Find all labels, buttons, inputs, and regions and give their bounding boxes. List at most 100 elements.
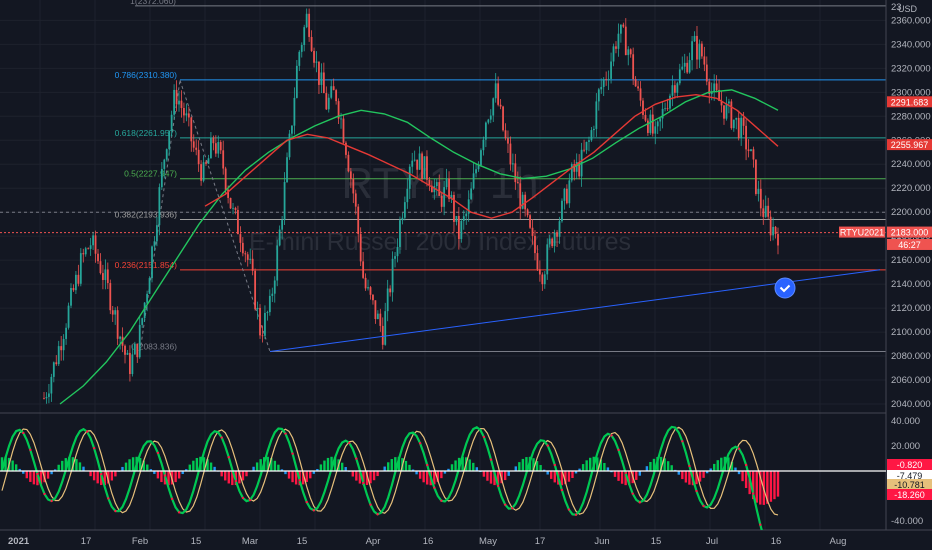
osc-histogram-bar [82, 466, 85, 471]
osc-histogram-bar [415, 471, 418, 475]
candle-body [244, 253, 247, 255]
check-badge-icon[interactable] [774, 277, 796, 299]
osc-bear-dot [114, 509, 117, 513]
osc-histogram-bar [351, 471, 354, 477]
price-tag-box [887, 226, 932, 238]
candle-body [774, 226, 777, 234]
candle-body [453, 194, 455, 222]
osc-histogram-bar [589, 457, 592, 471]
osc-histogram-bar [372, 471, 376, 481]
candle-body [205, 162, 207, 164]
candle-body [335, 90, 338, 102]
osc-bear-dot [163, 474, 167, 477]
candle-body [403, 202, 406, 218]
osc-bear-dot [610, 434, 613, 437]
price-tags: 2291.683 2255.967 RTYU2021 2183.000 46:27 [839, 96, 932, 250]
time-axis[interactable]: 2021 17 Feb 15 Mar 15 Apr 16 May 17 Jun 15 Jul 16 Aug [8, 536, 846, 547]
candle-body [673, 85, 676, 93]
osc-histogram-bar [333, 457, 337, 471]
candle-body [293, 97, 296, 126]
candle-body [325, 93, 328, 110]
osc-histogram-bar [78, 462, 82, 471]
candle-body [303, 27, 306, 45]
candle-body [565, 188, 568, 204]
candle-body [659, 118, 662, 122]
time-tick-label: Apr [366, 536, 381, 547]
osc-tick-label: 20.000 [891, 441, 920, 452]
price-tag-label: 46:27 [898, 240, 921, 250]
candle-body [475, 169, 477, 174]
osc-histogram-bar [4, 456, 7, 471]
osc-histogram-bar [422, 471, 425, 483]
time-tick-label: 17 [535, 536, 546, 547]
fib-level-label: 1(2372.060) [130, 0, 176, 6]
osc-histogram-bar [681, 471, 684, 480]
time-tick-label: 15 [191, 536, 202, 547]
candle-body [600, 86, 603, 90]
osc-histogram-bar [585, 460, 588, 471]
candle-body [575, 161, 578, 172]
osc-histogram-bar [92, 471, 96, 481]
osc-histogram-bar [450, 464, 454, 471]
osc-histogram-bar [25, 471, 29, 479]
osc-histogram-bar [153, 471, 156, 474]
candle-body [119, 336, 122, 339]
candle-body [57, 346, 60, 365]
osc-histogram-bar [160, 471, 163, 483]
time-tick-label: Jun [594, 536, 609, 547]
osc-histogram-bar [305, 471, 308, 482]
candle-body [570, 164, 573, 181]
osc-histogram-bar [539, 465, 542, 471]
candle-body [443, 187, 446, 207]
osc-histogram-bar [39, 471, 43, 485]
candle-body [678, 69, 681, 84]
candle-body [465, 213, 468, 217]
candle-body [94, 235, 97, 254]
osc-histogram-bar [514, 466, 517, 471]
candle-body [104, 269, 107, 281]
osc-histogram-bar [397, 456, 401, 471]
osc-histogram-bar [670, 465, 673, 471]
oscillator-axis[interactable]: 40.000 20.000 -40.000 [891, 416, 923, 527]
osc-bear-dot [355, 457, 358, 460]
candle-body [202, 162, 205, 181]
osc-bear-dot [177, 511, 181, 514]
osc-bear-dot [440, 499, 443, 502]
osc-histogram-bar [599, 459, 603, 471]
candle-body [516, 182, 519, 184]
candle-body [573, 164, 576, 172]
candle-body [438, 182, 441, 196]
candle-body [590, 130, 593, 141]
candle-body [759, 188, 762, 209]
candle-body [595, 101, 598, 129]
oscillator-tags: -0.820-7.479-10.781-18.260 [887, 459, 932, 500]
candle-body [764, 205, 767, 217]
osc-bear-dot [36, 472, 39, 476]
osc-bear-dot [92, 447, 96, 450]
osc-histogram-bar [734, 467, 737, 471]
osc-histogram-bar [744, 471, 748, 488]
candle-body [460, 220, 463, 239]
osc-bear-dot [170, 497, 174, 501]
osc-histogram-bar [443, 471, 447, 474]
osc-histogram-bar [773, 471, 776, 500]
time-tick-label: 15 [651, 536, 662, 547]
osc-signal-line [1, 426, 779, 516]
time-tick-label: 15 [297, 536, 308, 547]
osc-bear-dot [744, 463, 748, 467]
osc-histogram-bar [75, 459, 78, 471]
osc-histogram-bar [0, 457, 4, 471]
candle-body [435, 182, 438, 187]
osc-tag-label: -7.479 [897, 471, 923, 481]
candle-body [133, 343, 136, 355]
time-tick-label: Aug [830, 536, 847, 547]
candle-body [622, 24, 625, 27]
osc-histogram-bar [301, 471, 305, 485]
osc-histogram-bar [319, 464, 323, 471]
candle-body [747, 149, 750, 152]
currency-button[interactable]: USD [898, 4, 926, 18]
alert-marker[interactable] [774, 277, 796, 299]
candle-body [440, 195, 443, 207]
fibonacci-retracement[interactable]: 1(2372.060) 0.786(2310.380) 0.618(2261.957… [0, 0, 886, 352]
